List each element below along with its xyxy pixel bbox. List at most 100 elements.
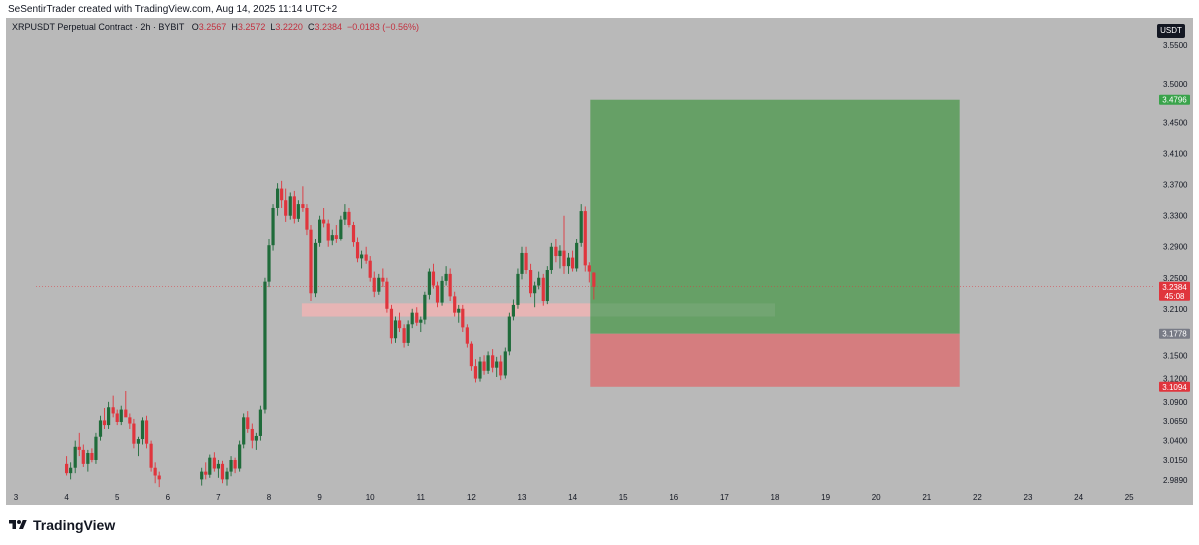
candle (102, 408, 107, 429)
candle (276, 183, 280, 216)
candle (503, 347, 507, 379)
candle (233, 457, 237, 474)
candle (507, 312, 511, 356)
candle-body (415, 312, 419, 323)
x-axis-tick-label: 7 (216, 493, 221, 502)
candle (271, 204, 275, 251)
y-axis-tick-label: 3.2500 (1163, 274, 1188, 283)
candle-body (419, 319, 423, 323)
candle-body (343, 211, 347, 220)
candle-body (537, 277, 541, 286)
candle (65, 456, 69, 476)
candle-body (406, 324, 410, 343)
candle-body (250, 428, 254, 441)
candle-body (541, 277, 545, 302)
price-chart[interactable]: 3.5500 3.5000 3.4500 3.4100 3.3700 3.3300 3.29… (6, 18, 1193, 505)
candle (533, 281, 537, 308)
legend-low-label: L (270, 22, 276, 32)
candle (397, 312, 402, 333)
candle-body (296, 204, 300, 219)
candle-body (69, 467, 73, 474)
candle (347, 207, 351, 228)
candle-body (322, 219, 326, 224)
candle (73, 440, 77, 474)
candle-body (149, 443, 153, 468)
candle (583, 206, 587, 272)
candle-body (427, 271, 432, 295)
candle-body (385, 281, 389, 309)
candle-body (393, 320, 398, 339)
candle-body (106, 407, 111, 426)
candle-body (511, 304, 515, 317)
candle (491, 349, 495, 373)
candle (238, 440, 242, 472)
x-axis-tick-label: 23 (1024, 493, 1033, 502)
x-axis-tick-label: 4 (64, 493, 69, 502)
candle-body (238, 444, 242, 469)
x-axis-tick-label: 22 (973, 493, 982, 502)
candle-body (124, 409, 128, 418)
current-price-label-countdown: 45:08 (1164, 292, 1185, 301)
x-axis-tick-label: 21 (922, 493, 931, 502)
candle (318, 215, 322, 247)
candle (448, 268, 452, 302)
candle (473, 359, 478, 383)
chart-legend: XRPUSDT Perpetual Contract · 2h · BYBIT … (12, 22, 419, 32)
candle-body (592, 272, 596, 287)
candle-body (579, 211, 583, 243)
candle-body (98, 420, 103, 437)
candle-body (288, 196, 292, 216)
candle (372, 271, 376, 298)
candle (144, 415, 149, 449)
candle-body (486, 355, 490, 371)
candle-body (144, 420, 149, 444)
candle-body (128, 417, 132, 424)
candle (263, 277, 267, 414)
y-axis-tick-label: 3.5500 (1163, 41, 1188, 50)
candle-body (453, 296, 457, 313)
candle-body (267, 245, 271, 282)
candle (511, 299, 515, 321)
candle (220, 460, 225, 484)
candle-body (397, 320, 402, 329)
stop-price-label-text: 3.1094 (1162, 383, 1187, 392)
candle-body (334, 235, 338, 239)
candle (537, 271, 541, 290)
candle-body (86, 453, 90, 464)
tradingview-logo: TradingView (8, 516, 115, 534)
candle-body (90, 453, 94, 460)
candle (254, 432, 258, 450)
candle (90, 448, 94, 463)
target-price-label: 3.4796 (1159, 94, 1190, 105)
candle-body (225, 471, 229, 480)
candle (465, 324, 469, 348)
candle-body (242, 417, 246, 445)
candle-body (448, 273, 452, 297)
candle (516, 268, 520, 309)
candle-body (330, 235, 334, 241)
candle-body (102, 420, 107, 426)
candle (296, 200, 300, 222)
currency-button[interactable]: USDT (1157, 24, 1185, 38)
candle-body (520, 252, 524, 274)
candle (153, 462, 157, 484)
candle-body (157, 475, 161, 480)
candle (334, 225, 338, 243)
candle-body (359, 254, 364, 259)
candle-body (220, 463, 225, 480)
legend-close-label: C (307, 22, 315, 32)
candle-body (305, 207, 309, 230)
current-price-label-bg (1159, 281, 1190, 301)
candle-body (229, 459, 233, 472)
candle (229, 456, 233, 477)
candle-body (254, 435, 258, 441)
chart-panel[interactable]: 3.5500 3.5000 3.4500 3.4100 3.3700 3.3300 3.29… (6, 18, 1193, 505)
tradingview-logo-icon (9, 520, 27, 529)
candle-body (469, 343, 473, 367)
x-axis-tick-label: 24 (1074, 493, 1083, 502)
candle-body (204, 471, 208, 475)
target-price-label-bg (1159, 94, 1190, 105)
legend-change: −0.0183 (−0.56%) (346, 22, 420, 32)
candle-body (465, 327, 469, 344)
candle (566, 252, 571, 274)
